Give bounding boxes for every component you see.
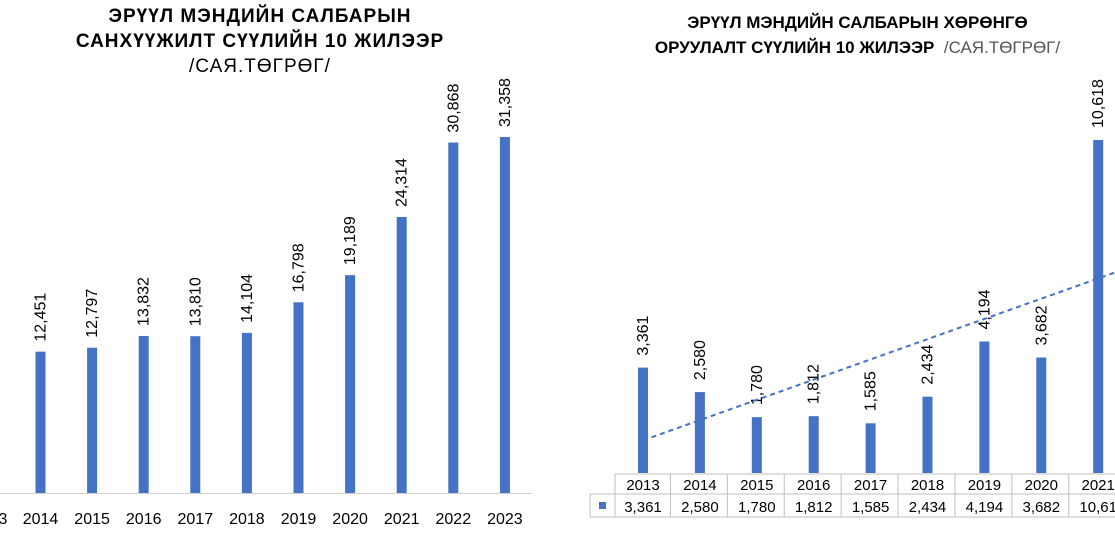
chart1-unit: /САЯ.ТӨГРӨГ/ [189,56,331,77]
chart2-table-cell: 2,580 [681,499,719,516]
chart2-bar [751,417,762,473]
chart1-data-label: 16,798 [291,243,308,292]
chart1-data-label: 14,104 [239,274,256,323]
chart1-x-tick-label: 2015 [74,511,110,528]
chart1-x-tick-label: 2021 [384,511,420,528]
chart2-table-cell: 2,434 [909,499,947,516]
chart1-x-tick-label: 2017 [178,511,214,528]
chart1-x-tick-label: 2016 [126,511,162,528]
chart1-data-label: 30,868 [445,84,462,133]
chart2-bar [1036,357,1047,473]
chart1-data-label: 12,797 [84,289,101,338]
chart2-x-tick-label: 2017 [854,477,887,494]
chart2-bar [922,396,933,473]
chart1-bar [87,347,98,493]
chart1-title-line2: САНХҮҮЖИЛТ СҮҮЛИЙН 10 ЖИЛЭЭР [75,31,445,52]
chart1-bar [345,275,356,493]
chart1-x-tick-label: 2018 [229,511,265,528]
chart1-data-label: 19,189 [342,216,359,265]
chart1-bar [190,336,201,493]
chart1-bar [35,351,46,493]
chart1-bar [138,335,149,493]
chart1-title: ЭРҮҮЛ МЭНДИЙН САЛБАРЫН САНХҮҮЖИЛТ СҮҮЛИЙ… [40,4,480,79]
chart1-bar [499,137,510,493]
chart2-table-cell: 4,194 [966,499,1004,516]
chart1-data-label: 12,451 [33,293,50,342]
chart2-x-tick-label: 2015 [740,477,773,494]
chart2-table-cell: 10,61 [1079,499,1115,516]
chart1-x-tick-label: 2014 [23,511,59,528]
chart2-x-tick-label: 2013 [626,477,659,494]
chart2-x-tick-label: 2021 [1082,477,1115,494]
chart2-title: ЭРҮҮЛ МЭНДИЙН САЛБАРЫН ХӨРӨНГӨ ОРУУЛАЛТ … [600,10,1115,60]
chart2-data-label: 3,361 [635,315,652,355]
chart2-data-label: 1,585 [863,371,880,411]
chart2-title-line1: ЭРҮҮЛ МЭНДИЙН САЛБАРЫН ХӨРӨНГӨ [687,13,1028,32]
chart2-bar [808,416,819,473]
chart2-bar [1093,140,1104,473]
chart1-x-tick-label: 3 [0,511,8,528]
chart1-title-line1: ЭРҮҮЛ МЭНДИЙН САЛБАРЫН [108,6,412,27]
chart2-x-tick-label: 2020 [1025,477,1058,494]
chart2-data-label: 1,780 [749,365,766,405]
chart2-data-label: 2,434 [920,345,937,385]
chart1-bar [396,216,407,493]
chart2-table-cell: 1,585 [852,499,890,516]
chart2-data-label: 10,618 [1090,79,1107,128]
chart1-bar [241,332,252,493]
chart1-data-label: 31,358 [497,78,514,127]
chart2-x-tick-label: 2016 [797,477,830,494]
chart2-table-cell: 1,812 [795,499,833,516]
chart2-unit: /САЯ.ТӨГРӨГ/ [943,38,1061,57]
chart2-bar [865,423,876,473]
chart1-data-label: 13,810 [187,277,204,326]
chart2-table-cell: 1,780 [738,499,776,516]
chart1-bar [293,302,304,493]
chart2-data-label: 1,812 [806,364,823,404]
chart2-bar [979,341,990,473]
chart2-table-cell: 3,682 [1023,499,1061,516]
chart2-table-cell: 3,361 [624,499,662,516]
chart2-data-label: 3,682 [1033,305,1050,345]
chart1-x-tick-label: 2022 [436,511,472,528]
chart2-x-tick-label: 2019 [968,477,1001,494]
chart2-data-label: 2,580 [692,340,709,380]
chart2-x-tick-label: 2018 [911,477,944,494]
chart1-data-label: 13,832 [136,277,153,326]
chart2-bar [694,392,705,473]
chart1-x-tick-label: 2019 [281,511,317,528]
chart2-trendline [642,271,1115,442]
chart2-data-label: 4,194 [976,289,993,329]
chart2-bar [638,367,648,473]
chart1-x-tick-label: 2020 [332,511,368,528]
chart1-data-label: 24,314 [394,158,411,207]
chart2-title-line2: ОРУУЛАЛТ СҮҮЛИЙН 10 ЖИЛЭЭР [654,38,935,57]
chart2-legend-key [599,502,606,509]
chart1-bar [448,142,459,493]
chart1-x-tick-label: 2023 [487,511,523,528]
chart2-x-tick-label: 2014 [683,477,716,494]
